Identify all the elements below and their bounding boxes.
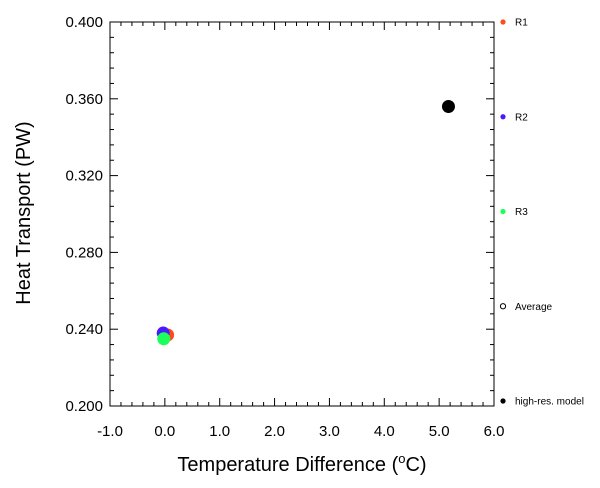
legend-marker — [500, 114, 506, 120]
data-point-high-res-model — [441, 99, 455, 113]
x-axis-label-superscript: o — [398, 451, 405, 466]
legend-label: R2 — [515, 112, 528, 123]
x-axis-label-unit: C) — [405, 454, 426, 476]
y-tick-label: 0.320 — [65, 168, 103, 185]
legend-marker — [500, 398, 506, 404]
y-tick-label: 0.400 — [65, 14, 103, 31]
legend-label: high-res. model — [515, 397, 584, 408]
x-tick-label: 5.0 — [429, 423, 450, 440]
data-points — [156, 99, 455, 346]
axis-tick-labels: -1.0 0.0 1.0 2.0 3.0 4.0 5.0 6.0 0.200 0.240 0.280… — [65, 14, 504, 440]
data-point-r3 — [157, 332, 171, 346]
x-tick-label: 2.0 — [264, 423, 285, 440]
axis-ticks — [109, 21, 495, 407]
legend-label: R1 — [515, 18, 528, 29]
legend-marker — [500, 19, 506, 25]
legend: R1 R2 R3 Average high-res. model — [499, 18, 584, 408]
x-tick-label: 3.0 — [319, 423, 340, 440]
legend-label: R3 — [515, 207, 528, 218]
x-tick-label: 1.0 — [209, 423, 230, 440]
y-axis-label: Heat Transport (PW) — [13, 121, 35, 304]
y-tick-label: 0.200 — [65, 398, 103, 415]
plot-frame — [109, 21, 495, 407]
x-axis-label-text: Temperature Difference ( — [177, 454, 398, 476]
x-tick-label: 4.0 — [374, 423, 395, 440]
y-tick-label: 0.280 — [65, 244, 103, 261]
y-tick-label: 0.360 — [65, 91, 103, 108]
legend-marker — [499, 303, 507, 310]
legend-marker — [500, 208, 506, 215]
x-tick-label: 0.0 — [154, 423, 175, 440]
x-axis-label: Temperature Difference (oC) — [177, 451, 426, 476]
legend-label: Average — [515, 302, 553, 313]
x-tick-label: -1.0 — [97, 423, 123, 440]
y-tick-label: 0.240 — [65, 321, 103, 338]
x-tick-label: 6.0 — [484, 423, 505, 440]
